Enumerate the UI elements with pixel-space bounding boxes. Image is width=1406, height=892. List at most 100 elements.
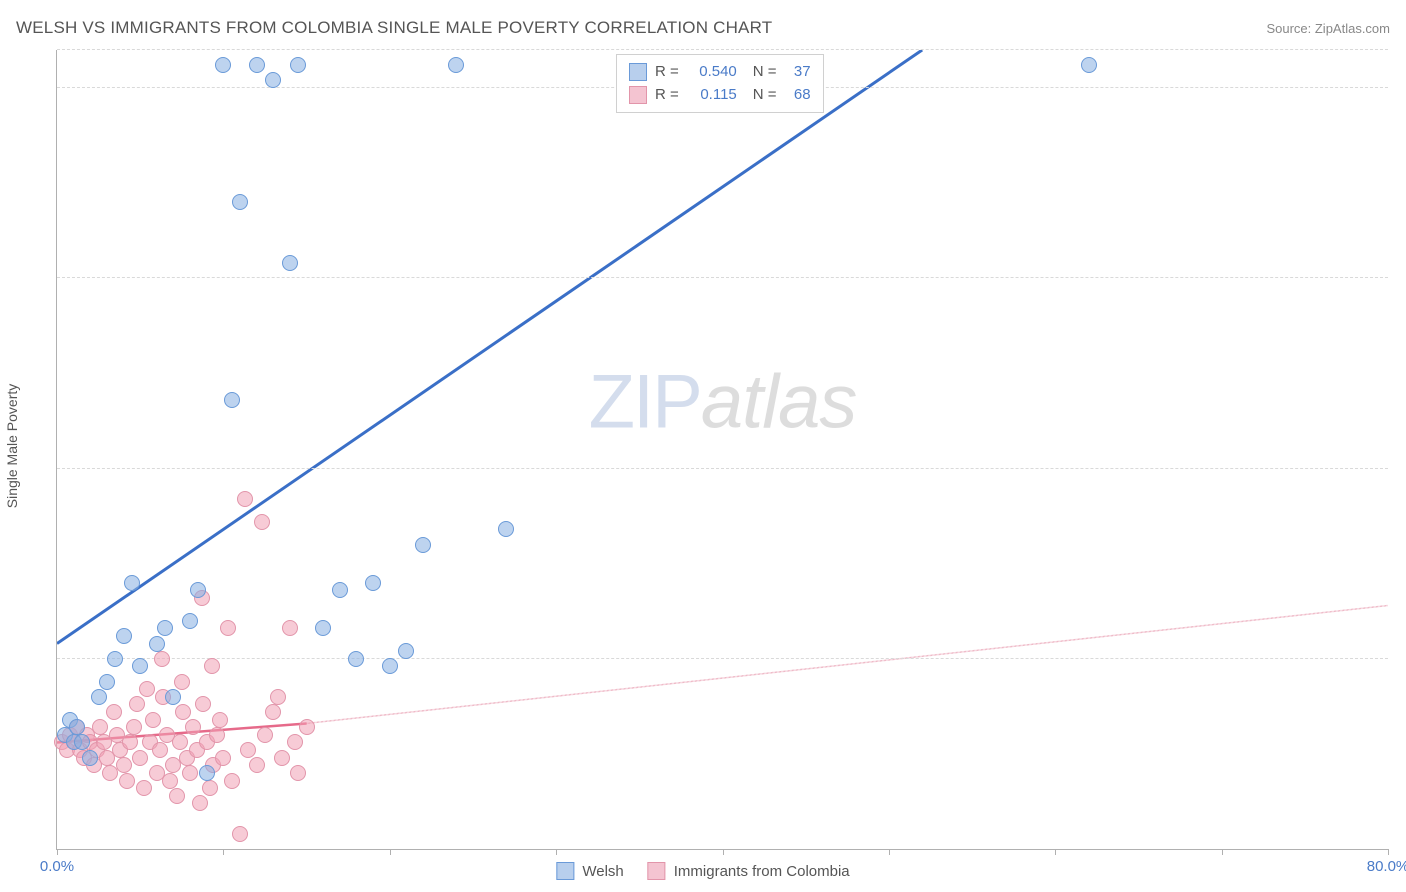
x-tick <box>556 849 557 855</box>
data-point-welsh <box>182 613 198 629</box>
data-point-colombia <box>290 765 306 781</box>
data-point-colombia <box>119 773 135 789</box>
y-axis-label: Single Male Poverty <box>4 384 20 509</box>
x-tick <box>390 849 391 855</box>
legend-row-welsh: R = 0.540 N = 37 <box>629 61 811 84</box>
legend-item-welsh: Welsh <box>556 862 623 880</box>
data-point-colombia <box>224 773 240 789</box>
data-point-welsh <box>232 194 248 210</box>
r-label: R = <box>655 84 679 107</box>
data-point-welsh <box>82 750 98 766</box>
x-tick <box>723 849 724 855</box>
data-point-welsh <box>315 620 331 636</box>
data-point-welsh <box>132 658 148 674</box>
data-point-colombia <box>215 750 231 766</box>
chart-title: WELSH VS IMMIGRANTS FROM COLOMBIA SINGLE… <box>16 18 772 38</box>
data-point-colombia <box>220 620 236 636</box>
correlation-legend: R = 0.540 N = 37 R = 0.115 N = 68 <box>616 54 824 113</box>
data-point-welsh <box>448 57 464 73</box>
data-point-colombia <box>195 696 211 712</box>
data-point-colombia <box>257 727 273 743</box>
data-point-colombia <box>240 742 256 758</box>
data-point-welsh <box>290 57 306 73</box>
data-point-welsh <box>332 582 348 598</box>
data-point-colombia <box>204 658 220 674</box>
data-point-colombia <box>202 780 218 796</box>
data-point-colombia <box>92 719 108 735</box>
x-tick-label: 80.0% <box>1367 858 1406 875</box>
data-point-colombia <box>182 765 198 781</box>
data-point-colombia <box>154 651 170 667</box>
data-point-colombia <box>185 719 201 735</box>
data-point-colombia <box>139 681 155 697</box>
gridline <box>57 468 1388 469</box>
data-point-colombia <box>209 727 225 743</box>
data-point-welsh <box>282 255 298 271</box>
r-label: R = <box>655 61 679 84</box>
series-legend: Welsh Immigrants from Colombia <box>556 862 849 880</box>
data-point-colombia <box>232 826 248 842</box>
source-name: ZipAtlas.com <box>1315 21 1390 36</box>
n-value-colombia: 68 <box>785 84 811 107</box>
data-point-welsh <box>215 57 231 73</box>
data-point-colombia <box>116 757 132 773</box>
legend-row-colombia: R = 0.115 N = 68 <box>629 84 811 107</box>
y-tick-label: 50.0% <box>1394 443 1406 460</box>
data-point-welsh <box>74 734 90 750</box>
data-point-colombia <box>254 514 270 530</box>
data-point-colombia <box>174 674 190 690</box>
r-value-welsh: 0.540 <box>687 61 737 84</box>
n-label: N = <box>753 84 777 107</box>
data-point-welsh <box>265 72 281 88</box>
legend-item-colombia: Immigrants from Colombia <box>648 862 850 880</box>
gridline <box>57 277 1388 278</box>
data-point-welsh <box>398 643 414 659</box>
data-point-welsh <box>165 689 181 705</box>
data-point-colombia <box>162 773 178 789</box>
n-value-welsh: 37 <box>785 61 811 84</box>
legend-label-colombia: Immigrants from Colombia <box>674 863 850 880</box>
data-point-colombia <box>172 734 188 750</box>
trend-lines-svg <box>57 50 1388 849</box>
data-point-colombia <box>249 757 265 773</box>
chart-container: ZIPatlas R = 0.540 N = 37 R = 0.115 N = … <box>56 50 1388 850</box>
data-point-welsh <box>1081 57 1097 73</box>
data-point-welsh <box>91 689 107 705</box>
swatch-welsh <box>629 63 647 81</box>
data-point-colombia <box>265 704 281 720</box>
data-point-welsh <box>498 521 514 537</box>
x-tick-label: 0.0% <box>40 858 74 875</box>
data-point-welsh <box>124 575 140 591</box>
x-tick <box>1055 849 1056 855</box>
source-label: Source: <box>1266 21 1314 36</box>
n-label: N = <box>753 61 777 84</box>
x-tick <box>889 849 890 855</box>
x-tick <box>223 849 224 855</box>
x-tick <box>57 849 58 855</box>
swatch-colombia <box>629 86 647 104</box>
data-point-welsh <box>69 719 85 735</box>
data-point-welsh <box>199 765 215 781</box>
plot-area: ZIPatlas R = 0.540 N = 37 R = 0.115 N = … <box>56 50 1388 850</box>
watermark: ZIPatlas <box>589 358 857 445</box>
x-tick <box>1388 849 1389 855</box>
data-point-colombia <box>282 620 298 636</box>
data-point-colombia <box>169 788 185 804</box>
data-point-colombia <box>136 780 152 796</box>
y-tick-label: 25.0% <box>1394 633 1406 650</box>
y-tick-label: 75.0% <box>1394 253 1406 270</box>
data-point-welsh <box>365 575 381 591</box>
data-point-colombia <box>299 719 315 735</box>
swatch-welsh-icon <box>556 862 574 880</box>
legend-label-welsh: Welsh <box>582 863 623 880</box>
data-point-colombia <box>175 704 191 720</box>
swatch-colombia-icon <box>648 862 666 880</box>
data-point-colombia <box>106 704 122 720</box>
y-tick-label: 100.0% <box>1394 63 1406 80</box>
data-point-welsh <box>249 57 265 73</box>
data-point-colombia <box>126 719 142 735</box>
data-point-colombia <box>129 696 145 712</box>
x-tick <box>1222 849 1223 855</box>
data-point-welsh <box>116 628 132 644</box>
r-value-colombia: 0.115 <box>687 84 737 107</box>
